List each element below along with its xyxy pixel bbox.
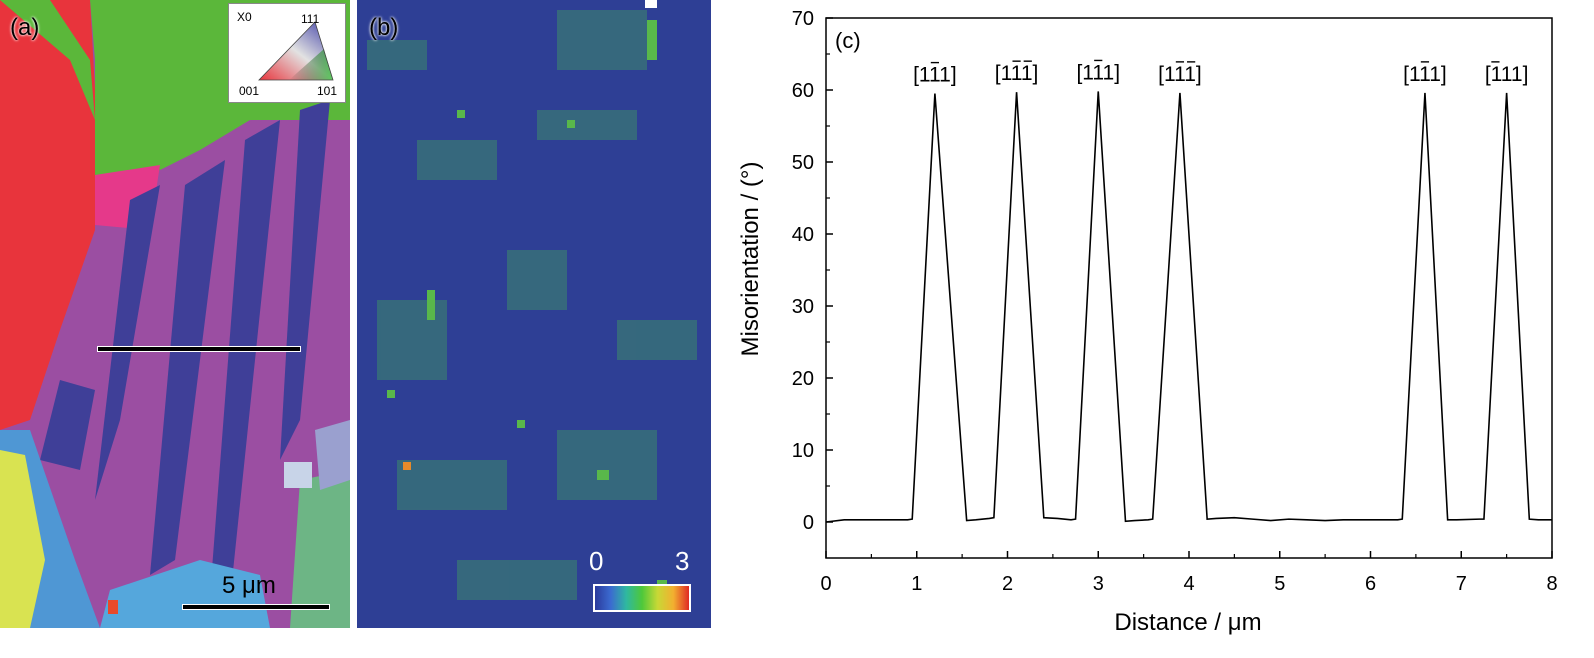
peak-label: [111] bbox=[1076, 61, 1120, 84]
y-tick-label: 10 bbox=[792, 440, 814, 462]
x-tick-label: 8 bbox=[1546, 573, 1557, 595]
kam-map-image bbox=[357, 0, 711, 628]
panel-b-label: (b) bbox=[369, 14, 399, 41]
peak-label: [111] bbox=[1485, 63, 1529, 86]
peak-annotation: [111] bbox=[913, 61, 957, 87]
x-axis-label: Distance / μm bbox=[1114, 609, 1261, 636]
x-tick-label: 7 bbox=[1456, 573, 1467, 595]
y-tick-label: 60 bbox=[792, 80, 814, 102]
peak-annotation: [111] bbox=[1403, 61, 1447, 86]
peak-annotation: [111] bbox=[995, 60, 1039, 85]
peak-label: [111] bbox=[1158, 63, 1202, 86]
ipf-label-001: 001 bbox=[239, 84, 260, 98]
scale-bar-label: 5 μm bbox=[222, 572, 276, 599]
y-tick-label: 40 bbox=[792, 224, 814, 246]
peak-label: [111] bbox=[995, 62, 1039, 85]
y-tick-label: 20 bbox=[792, 368, 814, 390]
ipf-triangle bbox=[258, 21, 334, 81]
misorientation-chart: 0 1 2 3 4 5 6 7 8 0 10 20 30 40 50 60 70 [111] [111] [111]… bbox=[737, 8, 1558, 636]
y-tick-label: 0 bbox=[803, 512, 814, 534]
peak-annotation: [111] bbox=[1158, 61, 1202, 86]
y-tick-label: 30 bbox=[792, 296, 814, 318]
y-tick-label: 50 bbox=[792, 152, 814, 174]
ipf-label-x0: X0 bbox=[237, 10, 252, 24]
kam-colorbar bbox=[593, 584, 691, 612]
ipf-label-101: 101 bbox=[317, 84, 338, 98]
peak-annotation: [111] bbox=[1485, 61, 1529, 86]
peak-label: [111] bbox=[1403, 63, 1447, 86]
kam-map-panel: (b) 0 3 bbox=[357, 0, 711, 628]
panel-a-label: (a) bbox=[10, 14, 40, 41]
ipf-label-111: 111 bbox=[301, 12, 320, 26]
x-tick-label: 5 bbox=[1274, 573, 1285, 595]
colorbar-min-label: 0 bbox=[589, 546, 604, 576]
x-tick-label: 1 bbox=[911, 573, 922, 595]
y-tick-label: 70 bbox=[792, 8, 814, 30]
panel-c-label: (c) bbox=[835, 28, 861, 53]
ipf-map-panel: X0 111 001 101 5 μm (a) bbox=[0, 0, 350, 628]
x-tick-label: 4 bbox=[1183, 573, 1194, 595]
peak-annotation: [111] bbox=[1076, 59, 1120, 84]
misorientation-line bbox=[825, 91, 1552, 523]
line-scan-marker bbox=[97, 346, 301, 352]
x-tick-label: 6 bbox=[1365, 573, 1376, 595]
ipf-map-image bbox=[0, 0, 350, 628]
y-axis-label: Misorientation / (°) bbox=[737, 162, 764, 357]
ipf-color-key: X0 111 001 101 bbox=[228, 3, 346, 103]
scale-bar bbox=[182, 604, 330, 610]
x-tick-label: 3 bbox=[1093, 573, 1104, 595]
peak-label: [111] bbox=[913, 64, 957, 87]
colorbar-max-label: 3 bbox=[675, 546, 690, 576]
x-tick-label: 0 bbox=[820, 573, 831, 595]
x-tick-label: 2 bbox=[1002, 573, 1013, 595]
